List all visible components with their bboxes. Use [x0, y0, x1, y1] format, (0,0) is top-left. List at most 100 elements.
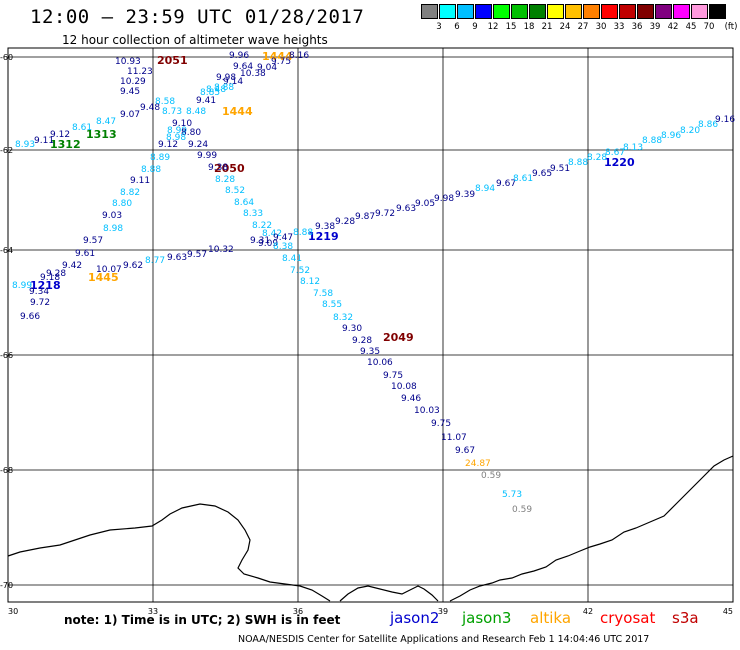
legend-swatch	[457, 4, 474, 19]
wave-height-value: 8.58	[155, 97, 175, 107]
wave-height-value: 8.38	[273, 242, 293, 252]
wave-height-labels: 10.9311.2310.299.459.969.049.758.169.641…	[12, 51, 735, 515]
wave-height-value: 9.72	[375, 209, 395, 219]
wave-height-value: 8.48	[206, 85, 226, 95]
lat-tick-label: -64	[0, 246, 13, 255]
wave-height-value: 9.31	[250, 236, 270, 246]
axis-tick-labels: 30 33 36 39 42 45 -60 -62 -64 -66 -68 -70	[0, 53, 733, 616]
lon-tick-label: 39	[438, 607, 448, 616]
wave-height-value: 8.13	[623, 143, 643, 153]
wave-height-value: 9.46	[401, 394, 421, 404]
wave-height-value: 9.12	[158, 140, 178, 150]
footnote: note: 1) Time is in UTC; 2) SWH is in fe…	[64, 613, 341, 627]
lon-tick-label: 36	[293, 607, 303, 616]
wave-height-value: 8.94	[475, 184, 495, 194]
wave-height-value: 10.29	[120, 77, 146, 87]
legend-label: 36	[631, 22, 643, 32]
wave-height-value: 10.07	[96, 265, 122, 275]
wave-height-value: 10.93	[115, 57, 141, 67]
map-subtitle: 12 hour collection of altimeter wave hei…	[62, 33, 328, 47]
legend-label: 30	[595, 22, 607, 32]
wave-height-value: 8.96	[661, 131, 681, 141]
wave-height-value: 7.58	[313, 289, 333, 299]
credit-line: NOAA/NESDIS Center for Satellite Applica…	[238, 634, 650, 645]
wave-height-value: 9.09	[258, 239, 278, 249]
legend-swatch	[475, 4, 492, 19]
lat-tick-label: -70	[0, 581, 13, 590]
wave-height-value: 10.32	[208, 245, 234, 255]
pass-number-label: 1312	[50, 138, 81, 151]
wave-height-value: 9.66	[20, 312, 40, 322]
legend-label: 27	[577, 22, 589, 32]
wave-height-value: 10.08	[391, 382, 417, 392]
wave-height-value: 9.28	[352, 336, 372, 346]
wave-height-value: 9.16	[715, 115, 735, 125]
wave-height-value: 8.98	[166, 133, 186, 143]
wave-height-value: 9.87	[355, 212, 375, 222]
wave-height-value: 9.12	[50, 130, 70, 140]
satellite-name: cryosat	[600, 609, 656, 627]
wave-height-value: 8.88	[141, 165, 161, 175]
satellite-name: jason3	[462, 609, 512, 627]
wave-height-value: 8.67	[605, 148, 625, 158]
lat-tick-label: -68	[0, 466, 13, 475]
wave-height-value: 9.45	[120, 87, 140, 97]
wave-height-value: 8.80	[181, 128, 201, 138]
pass-number-label: 2049	[383, 331, 414, 344]
wave-height-value: 7.52	[290, 266, 310, 276]
wave-height-value: 9.75	[431, 419, 451, 429]
wave-height-value: 8.99	[12, 281, 32, 291]
satellite-name: altika	[530, 609, 572, 627]
pass-number-label: 1218	[30, 279, 61, 292]
legend-swatch	[709, 4, 726, 19]
wave-height-value: 8.52	[225, 186, 245, 196]
wave-height-value: 9.18	[40, 273, 60, 283]
legend-swatch	[673, 4, 690, 19]
wave-height-value: 9.47	[273, 233, 293, 243]
wave-height-value: 9.42	[62, 261, 82, 271]
pass-number-label: 2051	[157, 54, 188, 67]
pass-number-label: 1444	[222, 105, 253, 118]
wave-height-value: 9.28	[46, 269, 66, 279]
legend-swatch	[493, 4, 510, 19]
coastline	[7, 455, 734, 602]
legend-label: 6	[454, 22, 460, 32]
wave-height-value: 11.07	[441, 433, 467, 443]
legend-swatch	[601, 4, 618, 19]
wave-height-value: 8.64	[234, 198, 254, 208]
wave-height-value: 9.07	[120, 110, 140, 120]
lat-lon-grid	[8, 48, 733, 602]
legend-swatch	[583, 4, 600, 19]
legend-label: 18	[523, 22, 535, 32]
wave-height-value: 9.24	[188, 140, 208, 150]
wave-height-value: 8.12	[300, 277, 320, 287]
wave-height-value: 9.57	[83, 236, 103, 246]
wave-height-value: 8.42	[262, 229, 282, 239]
lon-tick-label: 33	[148, 607, 158, 616]
wave-height-value: 9.38	[208, 163, 228, 173]
wave-height-value: 8.16	[289, 51, 309, 61]
legend-swatch	[421, 4, 438, 19]
legend-label: 42	[667, 22, 679, 32]
wave-height-value: 9.48	[140, 103, 160, 113]
wave-height-value: 8.86	[698, 120, 718, 130]
wave-height-value: 9.05	[415, 199, 435, 209]
satellite-name: jason2	[390, 609, 440, 627]
wave-height-value: 24.87	[465, 459, 491, 469]
wave-height-value: 8.99	[167, 126, 187, 136]
lon-tick-label: 30	[8, 607, 18, 616]
wave-height-value: 10.03	[414, 406, 440, 416]
legend-label: 9	[472, 22, 478, 32]
wave-height-value: 8.20	[680, 126, 700, 136]
legend-label: 33	[613, 22, 625, 32]
satellite-name: s3a	[672, 609, 699, 627]
map-frame	[7, 47, 734, 603]
wave-height-value: 9.67	[455, 446, 475, 456]
wave-height-value: 8.82	[120, 188, 140, 198]
pass-number-label: 1220	[604, 156, 635, 169]
map-title: 12:00 – 23:59 UTC 01/28/2017	[30, 6, 365, 28]
wave-height-value: 9.99	[197, 151, 217, 161]
legend-label: 45	[685, 22, 697, 32]
legend-swatch	[511, 4, 528, 19]
wave-height-value: 9.63	[396, 204, 416, 214]
